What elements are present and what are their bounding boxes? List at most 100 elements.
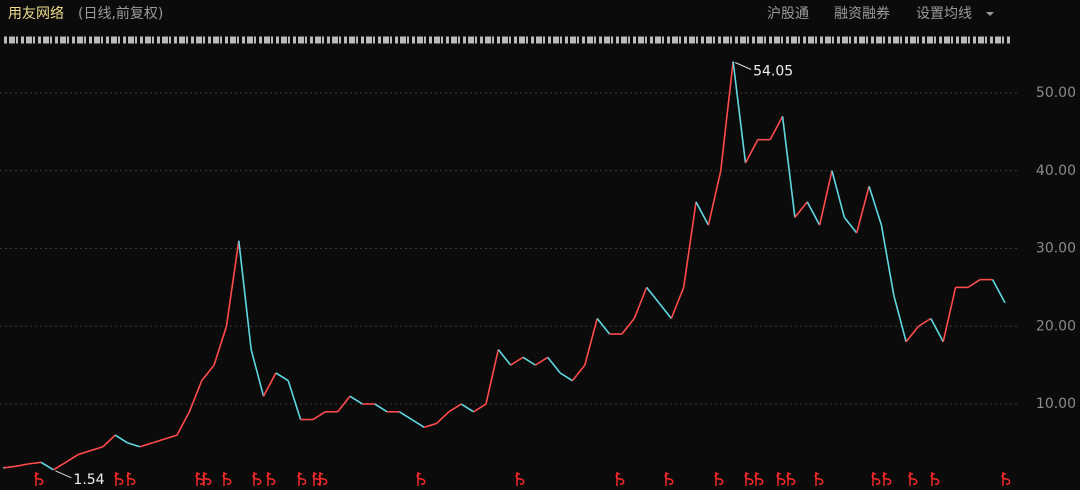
line-segment (16, 463, 29, 467)
chart-title: 用友网络 (8, 6, 64, 22)
line-segment (967, 278, 981, 289)
dividend-icon (871, 472, 881, 486)
y-tick-label: 30.00 (1036, 241, 1076, 257)
y-tick-label: 50.00 (1036, 85, 1076, 101)
dividend-icon (1001, 472, 1011, 486)
line-segment (806, 201, 821, 226)
line-segment (275, 372, 289, 382)
line-segment (781, 116, 796, 218)
line-segment (188, 380, 203, 413)
annotation-label: 1.54 (73, 472, 104, 488)
dividend-icon (202, 472, 212, 486)
line-segment (744, 139, 759, 164)
line-segment (164, 434, 178, 440)
menu-item[interactable]: 设置均线 (916, 6, 972, 22)
dividend-icon (714, 472, 724, 486)
line-segment (991, 279, 1006, 304)
dividend-icon (252, 472, 262, 486)
y-tick-label: 10.00 (1036, 396, 1076, 412)
line-segment (423, 422, 437, 429)
line-segment (65, 453, 79, 464)
line-segment (225, 240, 240, 327)
dividend-icon (786, 472, 796, 486)
annotation-arrow (55, 470, 72, 479)
line-segment (460, 403, 475, 413)
line-segment (658, 302, 672, 319)
line-segment (584, 318, 598, 366)
line-segment (448, 403, 462, 413)
line-segment (114, 434, 129, 444)
dividend-icon (664, 472, 674, 486)
dividend-icon (266, 472, 276, 486)
dividend-icon (126, 472, 136, 486)
line-segment (374, 403, 388, 413)
line-segment (411, 418, 425, 429)
dividend-icon (776, 472, 786, 486)
line-segment (682, 201, 697, 288)
line-segment (695, 201, 710, 226)
line-segment (596, 317, 611, 335)
line-segment (102, 434, 116, 448)
line-segment (893, 294, 907, 343)
line-segment (90, 446, 104, 452)
line-segment (473, 403, 487, 413)
line-segment (571, 364, 586, 382)
line-segment (918, 317, 932, 327)
line-segment (707, 170, 722, 226)
menu-item[interactable]: 沪股通 (767, 6, 809, 22)
dividend-icon (882, 472, 892, 486)
line-segment (670, 287, 685, 319)
line-segment (942, 287, 957, 342)
line-segment (719, 61, 734, 171)
line-segment (547, 356, 561, 374)
line-segment (831, 170, 846, 218)
dividend-icon (930, 472, 940, 486)
line-segment (880, 225, 895, 296)
line-segment (399, 411, 413, 421)
line-segment (930, 318, 944, 343)
menu-item[interactable]: 融资融券 (834, 6, 890, 22)
line-segment (201, 364, 215, 382)
dividend-icon (814, 472, 824, 486)
line-segment (645, 286, 660, 304)
line-segment (349, 395, 363, 405)
line-segment (262, 372, 277, 397)
annotation-label: 54.05 (753, 64, 793, 80)
dividend-icon (34, 472, 44, 486)
dividend-icon (908, 472, 918, 486)
line-segment (534, 356, 549, 366)
line-segment (633, 287, 648, 319)
line-segment (621, 317, 635, 335)
line-segment (732, 61, 747, 164)
line-segment (510, 356, 524, 366)
line-segment (905, 325, 920, 343)
line-segment (312, 411, 326, 421)
dividend-icon (515, 472, 525, 486)
line-segment (3, 465, 17, 469)
dividend-icon (416, 472, 426, 486)
dividend-icon (297, 472, 307, 486)
line-segment (818, 170, 833, 226)
line-segment (522, 356, 536, 366)
dropdown-arrow[interactable] (986, 12, 994, 16)
dividend-icon (744, 472, 754, 486)
line-segment (40, 461, 54, 471)
line-segment (559, 372, 573, 382)
line-segment (77, 449, 91, 456)
line-segment (53, 461, 67, 471)
line-segment (868, 186, 883, 226)
line-segment (139, 442, 153, 448)
line-segment (127, 442, 141, 448)
dividend-icon (318, 472, 328, 486)
chart-subtitle: (日线,前复权) (78, 5, 163, 22)
annotation-arrow (734, 62, 752, 70)
y-tick-label: 20.00 (1036, 318, 1076, 334)
y-tick-label: 40.00 (1036, 163, 1076, 179)
line-segment (843, 216, 858, 234)
line-segment (435, 411, 450, 425)
line-segment (152, 438, 165, 444)
line-segment (176, 411, 191, 436)
dividend-icon (615, 472, 625, 486)
dividend-icon (222, 472, 232, 486)
